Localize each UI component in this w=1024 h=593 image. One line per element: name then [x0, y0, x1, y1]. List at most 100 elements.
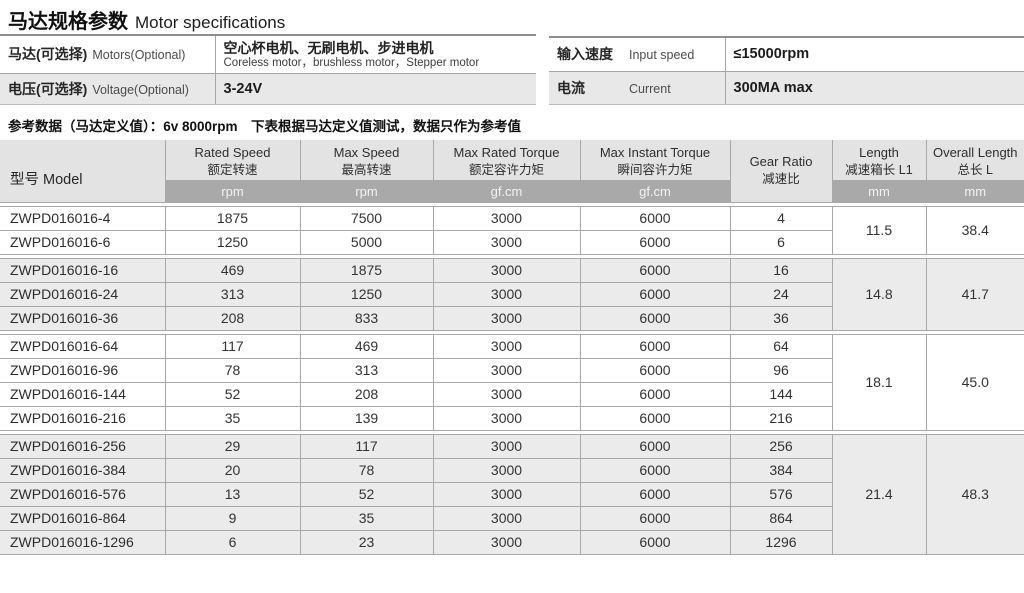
rated-speed-cell: 78 [164, 357, 301, 383]
table-row: 电流 Current 300MA max [549, 70, 1024, 105]
rated-speed-cell: 117 [164, 333, 301, 359]
max-instant-torque-cell: 6000 [579, 305, 731, 331]
max-instant-torque-cell: 6000 [579, 281, 731, 307]
max-rated-torque-cell: 3000 [432, 381, 581, 407]
model-cell: ZWPD016016-216 [0, 405, 166, 431]
gear-ratio-cell: 256 [729, 433, 833, 459]
motors-optional-label: 马达(可选择) Motors(Optional) [0, 34, 216, 73]
table-row: ZWPD016016-864 9 35 3000 6000 864 [0, 505, 1024, 531]
max-speed-cell: 313 [299, 357, 434, 383]
gear-ratio-cell: 24 [729, 281, 833, 307]
motor-options-table: 马达(可选择) Motors(Optional) 空心杯电机、无刷电机、步进电机 … [0, 34, 536, 105]
max-rated-torque-cell: 3000 [432, 481, 581, 507]
motors-label-en: Motors(Optional) [92, 48, 186, 63]
model-cell: ZWPD016016-576 [0, 481, 166, 507]
table-row: ZWPD016016-144 52 208 3000 6000 144 [0, 381, 1024, 407]
gear-ratio-cell: 4 [729, 205, 833, 231]
current-label-en: Current [629, 81, 671, 96]
table-row: ZWPD016016-256 29 117 3000 6000 256 21.4 48.3 [0, 433, 1024, 555]
table-row: ZWPD016016-96 78 313 3000 6000 96 [0, 357, 1024, 383]
table-row: 电压(可选择) Voltage(Optional) 3-24V [0, 72, 536, 105]
input-speed-label-en: Input speed [629, 48, 695, 63]
col-header-length-l1: Length 减速箱长 L1 [831, 140, 927, 181]
voltage-label-zh: 电压(可选择) [8, 80, 88, 97]
gear-ratio-cell: 36 [729, 305, 833, 331]
gear-ratio-cell: 16 [729, 257, 833, 283]
rated-speed-cell: 469 [164, 257, 301, 283]
model-cell: ZWPD016016-96 [0, 357, 166, 383]
spec-table-header: 型号 Model Rated Speed 额定转速 Max Speed 最高转速… [0, 140, 1024, 203]
max-speed-cell: 469 [299, 333, 434, 359]
table-row: ZWPD016016-36 208 833 3000 6000 36 [0, 305, 1024, 331]
model-header-en: Model [43, 171, 83, 188]
input-speed-label-zh: 输入速度 [557, 46, 613, 63]
input-speed-value: ≤15000rpm [725, 36, 1024, 71]
model-cell: ZWPD016016-36 [0, 305, 166, 331]
col-header-max-instant-torque: Max Instant Torque 瞬间容许力矩 [579, 140, 731, 181]
max-rated-torque-cell: 3000 [432, 257, 581, 283]
max-speed-cell: 1250 [299, 281, 434, 307]
input-speed-label: 输入速度 Input speed [549, 36, 726, 71]
max-speed-cell: 139 [299, 405, 434, 431]
length-l1-cell: 11.5 [831, 205, 927, 255]
gear-ratio-cell: 384 [729, 457, 833, 483]
model-cell: ZWPD016016-16 [0, 257, 166, 283]
max-speed-cell: 78 [299, 457, 434, 483]
table-row: ZWPD016016-384 20 78 3000 6000 384 [0, 457, 1024, 483]
max-instant-torque-cell: 6000 [579, 357, 731, 383]
max-instant-torque-cell: 6000 [579, 257, 731, 283]
gear-ratio-cell: 144 [729, 381, 833, 407]
table-row: ZWPD016016-16 469 1875 3000 6000 16 14.8 41.7 [0, 257, 1024, 331]
unit-rated-speed: rpm [164, 180, 301, 203]
max-instant-torque-cell: 6000 [579, 529, 731, 555]
max-instant-torque-cell: 6000 [579, 505, 731, 531]
length-l1-cell: 18.1 [831, 333, 927, 431]
gear-ratio-cell: 6 [729, 229, 833, 255]
length-l1-cell: 21.4 [831, 433, 927, 555]
max-speed-cell: 117 [299, 433, 434, 459]
page-title-zh: 马达规格参数 [8, 11, 128, 33]
max-rated-torque-cell: 3000 [432, 433, 581, 459]
rated-speed-cell: 6 [164, 529, 301, 555]
table-row: ZWPD016016-576 13 52 3000 6000 576 [0, 481, 1024, 507]
col-header-overall-length: Overall Length 总长 L [925, 140, 1024, 181]
gear-ratio-cell: 64 [729, 333, 833, 359]
max-instant-torque-cell: 6000 [579, 481, 731, 507]
motors-value-en: Coreless motor，brushless motor，Stepper m… [223, 56, 480, 69]
rated-speed-cell: 52 [164, 381, 301, 407]
max-instant-torque-cell: 6000 [579, 457, 731, 483]
voltage-value: 3-24V [215, 72, 536, 105]
electrical-spec-table: 输入速度 Input speed ≤15000rpm 电流 Current 300M… [549, 36, 1024, 105]
rated-speed-cell: 313 [164, 281, 301, 307]
page-title: 马达规格参数 Motor specifications [8, 5, 285, 34]
max-instant-torque-cell: 6000 [579, 405, 731, 431]
unit-header-row: rpm rpm gf.cm gf.cm mm mm [0, 180, 1024, 203]
gear-ratio-cell: 576 [729, 481, 833, 507]
model-cell: ZWPD016016-4 [0, 205, 166, 231]
max-instant-torque-cell: 6000 [579, 381, 731, 407]
col-header-model: 型号 Model [0, 140, 166, 203]
max-speed-cell: 52 [299, 481, 434, 507]
max-rated-torque-cell: 3000 [432, 281, 581, 307]
table-row: ZWPD016016-1296 6 23 3000 6000 1296 [0, 529, 1024, 555]
current-label: 电流 Current [549, 70, 726, 105]
col-header-max-speed: Max Speed 最高转速 [299, 140, 434, 181]
overall-length-cell: 45.0 [925, 333, 1024, 431]
current-label-zh: 电流 [557, 79, 585, 96]
max-instant-torque-cell: 6000 [579, 433, 731, 459]
rated-speed-cell: 9 [164, 505, 301, 531]
rated-speed-cell: 1875 [164, 205, 301, 231]
model-cell: ZWPD016016-144 [0, 381, 166, 407]
table-row: ZWPD016016-4 1875 7500 3000 6000 4 11.5 38.4 [0, 205, 1024, 255]
model-cell: ZWPD016016-6 [0, 229, 166, 255]
motors-value-zh: 空心杯电机、无刷电机、步进电机 [223, 39, 434, 56]
spec-table-body: ZWPD016016-4 1875 7500 3000 6000 4 11.5 38.4 ZWP… [0, 201, 1024, 555]
table-row: 马达(可选择) Motors(Optional) 空心杯电机、无刷电机、步进电机 … [0, 34, 536, 73]
gear-ratio-cell: 864 [729, 505, 833, 531]
voltage-optional-label: 电压(可选择) Voltage(Optional) [0, 72, 216, 105]
spec-table: 型号 Model Rated Speed 额定转速 Max Speed 最高转速… [0, 140, 1024, 555]
rated-speed-cell: 13 [164, 481, 301, 507]
col-header-max-rated-torque: Max Rated Torque 额定容许力矩 [432, 140, 581, 181]
max-rated-torque-cell: 3000 [432, 333, 581, 359]
max-instant-torque-cell: 6000 [579, 205, 731, 231]
